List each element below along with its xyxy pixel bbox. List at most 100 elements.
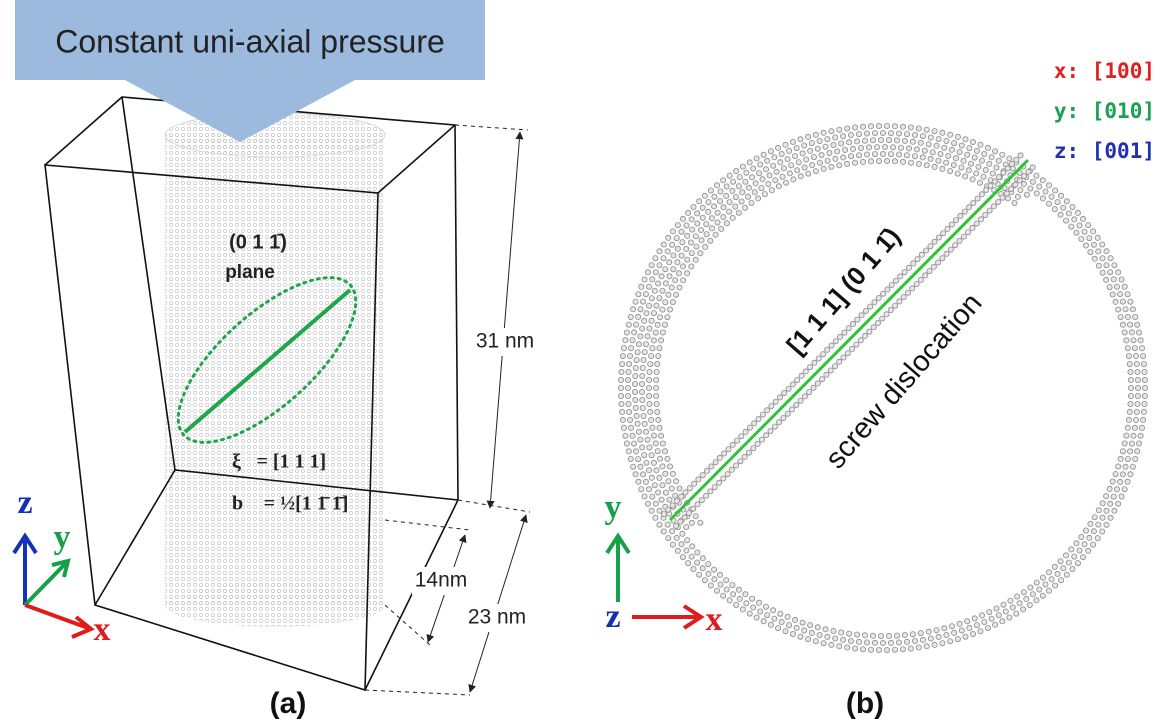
atom — [1069, 224, 1074, 229]
atom — [972, 616, 977, 621]
atom — [1141, 409, 1146, 414]
atom — [684, 223, 689, 228]
atom — [963, 174, 968, 179]
atom — [886, 633, 891, 638]
atom — [837, 644, 842, 649]
atom — [1013, 182, 1018, 187]
atom — [919, 252, 924, 257]
atom — [662, 449, 667, 454]
atom — [1072, 554, 1077, 559]
atom — [657, 346, 662, 351]
atom — [647, 468, 652, 473]
atom — [629, 425, 634, 430]
atom — [978, 142, 983, 147]
atom — [749, 200, 754, 205]
atom — [704, 222, 709, 227]
atom — [959, 165, 964, 170]
atom — [952, 141, 957, 146]
atom — [683, 490, 688, 495]
atom — [673, 523, 678, 528]
atom — [949, 624, 954, 629]
atom — [682, 515, 687, 520]
atom — [667, 497, 672, 502]
atom — [776, 145, 781, 150]
atom — [850, 346, 855, 351]
atom — [746, 185, 751, 190]
atom — [982, 151, 987, 156]
atom — [754, 156, 759, 161]
atom — [765, 158, 770, 163]
atom — [944, 632, 949, 637]
atom — [648, 362, 653, 367]
atom — [831, 142, 836, 147]
atom — [1000, 619, 1005, 624]
atom — [1116, 501, 1121, 506]
atom — [965, 619, 970, 624]
atom — [1014, 157, 1019, 162]
atom — [670, 229, 675, 234]
atom — [974, 171, 979, 176]
atom — [825, 137, 830, 142]
atom — [882, 144, 887, 149]
atom — [812, 360, 817, 365]
atom — [660, 288, 665, 293]
atom — [629, 346, 634, 351]
atom — [1127, 409, 1132, 414]
atom — [900, 124, 905, 129]
atom — [718, 582, 723, 587]
atom — [1123, 307, 1128, 312]
atom — [686, 510, 691, 515]
atom — [989, 616, 994, 621]
atom — [709, 464, 714, 469]
atom — [1040, 593, 1045, 598]
atom — [755, 441, 760, 446]
atom — [727, 173, 732, 178]
atom — [734, 168, 739, 173]
pillar-bottom — [165, 583, 385, 627]
atom — [785, 411, 790, 416]
atom — [994, 165, 999, 170]
atom — [632, 389, 637, 394]
axis-x: x — [94, 611, 111, 648]
atom — [679, 229, 684, 234]
atom — [1142, 385, 1147, 390]
atom — [971, 200, 976, 205]
atom — [1142, 377, 1147, 382]
atom — [624, 441, 629, 446]
atom — [900, 159, 905, 164]
atom — [633, 322, 638, 327]
atom — [740, 607, 745, 612]
atom — [932, 642, 937, 647]
atom — [862, 138, 867, 143]
atom — [692, 481, 697, 486]
atom — [639, 389, 644, 394]
atom — [932, 164, 937, 169]
atom — [1046, 588, 1051, 593]
atom — [1107, 285, 1112, 290]
atom — [638, 437, 643, 442]
atom — [1135, 385, 1140, 390]
atom — [648, 409, 653, 414]
atom — [627, 353, 632, 358]
atom — [652, 483, 657, 488]
atom — [674, 535, 679, 540]
atom — [700, 205, 705, 210]
atom — [892, 124, 897, 129]
atom — [1055, 571, 1060, 576]
atom — [667, 464, 672, 469]
atom — [632, 381, 637, 386]
atom — [687, 486, 692, 491]
atom — [852, 160, 857, 165]
atom — [714, 183, 719, 188]
atom — [1009, 162, 1014, 167]
atom — [1118, 315, 1123, 320]
atom — [666, 292, 671, 297]
atom — [675, 246, 680, 251]
atom — [864, 131, 869, 136]
atom — [798, 174, 803, 179]
atom — [649, 508, 654, 513]
atom — [632, 441, 637, 446]
atom — [783, 629, 788, 634]
atom — [791, 177, 796, 182]
atom — [647, 393, 652, 398]
